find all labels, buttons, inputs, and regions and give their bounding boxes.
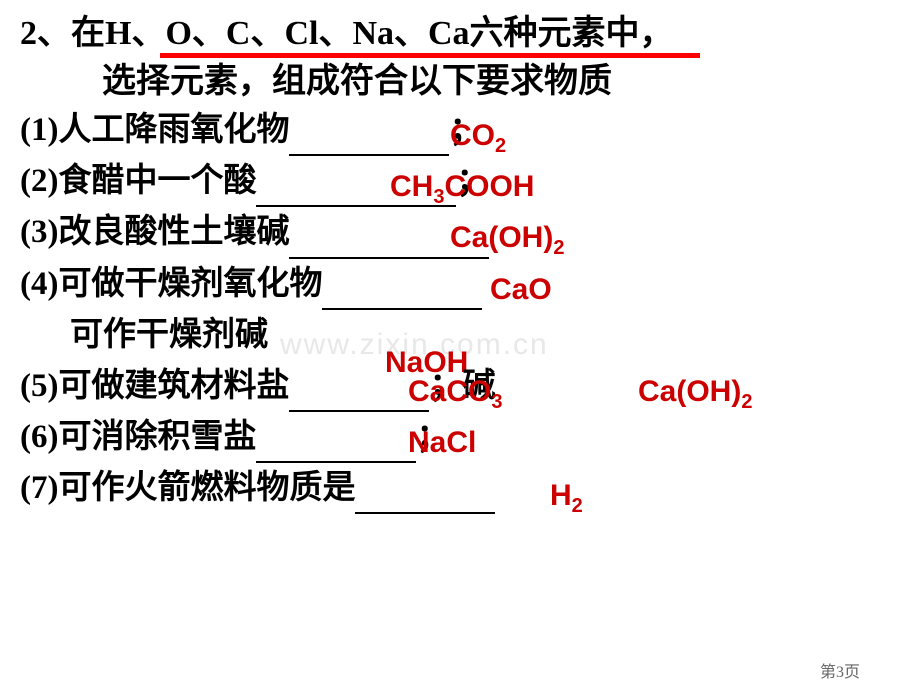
question-7: (7)可作火箭燃料物质是 H2 (20, 463, 900, 514)
question-4b: 可作干燥剂碱 NaOH (70, 310, 900, 361)
q4a-text: 可做干燥剂氧化物 (58, 266, 322, 302)
q1-num: (1) (20, 112, 58, 148)
header-line-1: 2、在H、O、C、Cl、Na、Ca六种元素中， (20, 10, 900, 58)
q2-text: 食醋中一个酸 (58, 163, 256, 199)
question-1: (1)人工降雨氧化物； CO2 (20, 105, 900, 156)
q1-blank (289, 124, 449, 156)
q1-answer: CO2 (450, 113, 506, 162)
q3-text: 改良酸性土壤碱 (58, 214, 289, 250)
question-3: (3)改良酸性土壤碱 Ca(OH)2 (20, 207, 900, 258)
q7-blank (355, 482, 495, 514)
q6-num: (6) (20, 419, 58, 455)
q4a-blank (322, 278, 482, 310)
q5-num: (5) (20, 368, 58, 404)
q5-text: 可做建筑材料盐 (58, 368, 289, 404)
q6-blank (256, 431, 416, 463)
q4a-answer: CaO (490, 267, 552, 314)
header-container: 2、在H、O、C、Cl、Na、Ca六种元素中， (20, 10, 900, 58)
q6-answer: NaCl (408, 420, 476, 467)
q4b-text: 可作干燥剂碱 (70, 317, 268, 353)
question-5: (5)可做建筑材料盐；碱 CaCO3 Ca(OH)2 (20, 361, 900, 412)
q1-text: 人工降雨氧化物 (58, 112, 289, 148)
page-number: 第3页 (820, 658, 860, 682)
q2-answer: CH3COOH (390, 164, 534, 213)
q5-answer: CaCO3 (408, 369, 502, 418)
q5-extra-answer: Ca(OH)2 (638, 369, 752, 418)
q4a-num: (4) (20, 266, 58, 302)
q3-num: (3) (20, 214, 58, 250)
content-area: 2、在H、O、C、Cl、Na、Ca六种元素中， 选择元素，组成符合以下要求物质 … (0, 0, 920, 524)
question-2: (2)食醋中一个酸； CH3COOH (20, 156, 900, 207)
q7-answer: H2 (550, 473, 583, 522)
header-line-2: 选择元素，组成符合以下要求物质 (102, 58, 900, 106)
q7-num: (7) (20, 470, 58, 506)
q7-text: 可作火箭燃料物质是 (58, 470, 355, 506)
question-4a: (4)可做干燥剂氧化物 CaO (20, 259, 900, 310)
q3-answer: Ca(OH)2 (450, 215, 564, 264)
q6-text: 可消除积雪盐 (58, 419, 256, 455)
q2-num: (2) (20, 163, 58, 199)
question-6: (6)可消除积雪盐； NaCl (20, 412, 900, 463)
